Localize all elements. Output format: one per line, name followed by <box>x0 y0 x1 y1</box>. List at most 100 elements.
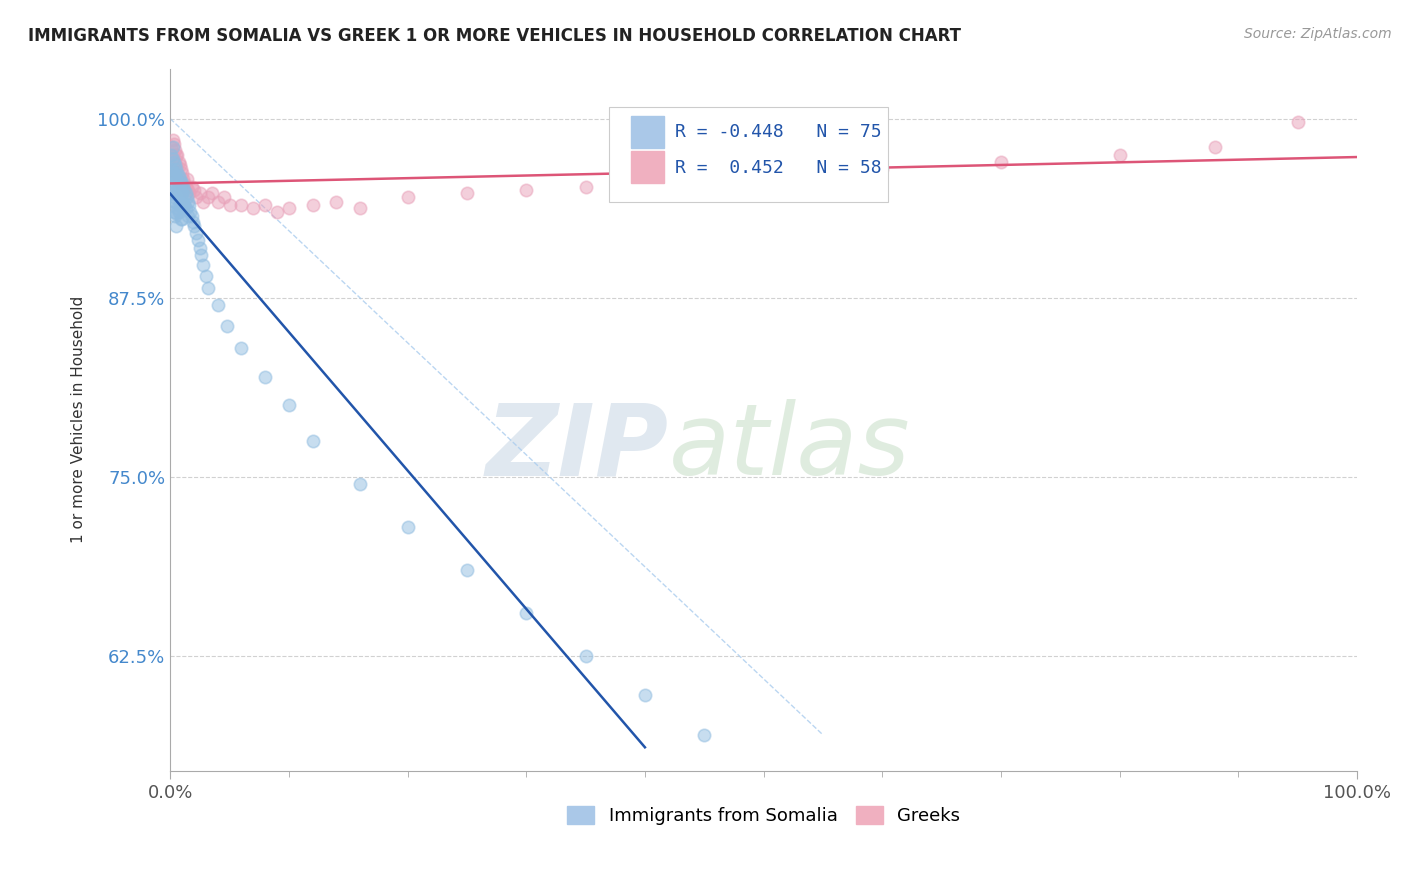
Point <box>231 341 253 355</box>
Point <box>160 140 183 154</box>
Point <box>163 143 186 157</box>
Point <box>990 154 1012 169</box>
Point <box>180 209 202 223</box>
Point <box>170 176 193 190</box>
Point <box>254 197 277 211</box>
Point <box>231 197 253 211</box>
Point <box>166 166 188 180</box>
Point <box>194 269 217 284</box>
Point <box>163 169 186 183</box>
Point <box>163 176 186 190</box>
Point <box>169 176 191 190</box>
Point <box>162 147 184 161</box>
Point <box>693 172 716 186</box>
Point <box>172 197 194 211</box>
Point <box>167 154 190 169</box>
Point <box>515 183 537 197</box>
Point <box>172 194 194 209</box>
Point <box>170 186 193 201</box>
Legend: Immigrants from Somalia, Greeks: Immigrants from Somalia, Greeks <box>567 805 960 825</box>
Point <box>872 161 894 176</box>
Point <box>207 194 229 209</box>
Point <box>193 258 215 272</box>
Text: IMMIGRANTS FROM SOMALIA VS GREEK 1 OR MORE VEHICLES IN HOUSEHOLD CORRELATION CHA: IMMIGRANTS FROM SOMALIA VS GREEK 1 OR MO… <box>28 27 962 45</box>
Point <box>190 248 212 262</box>
Point <box>165 206 187 220</box>
Point <box>163 194 186 209</box>
Point <box>1204 140 1226 154</box>
Point <box>173 183 195 197</box>
Point <box>163 209 186 223</box>
Point <box>207 298 229 312</box>
Point <box>170 161 193 176</box>
Point <box>167 172 190 186</box>
Point <box>165 172 187 186</box>
Point <box>634 176 657 190</box>
Point <box>212 190 235 204</box>
Point <box>396 520 419 534</box>
Point <box>693 728 716 742</box>
Point <box>166 176 188 190</box>
Point <box>160 161 183 176</box>
Point <box>163 157 186 171</box>
Point <box>165 219 187 234</box>
Point <box>162 186 184 201</box>
Point <box>242 201 264 215</box>
Point <box>174 201 197 215</box>
Point <box>172 180 194 194</box>
Point <box>201 186 224 201</box>
Point <box>634 688 657 702</box>
Point <box>169 172 191 186</box>
Point <box>162 140 184 154</box>
Point <box>165 161 187 176</box>
Point <box>177 194 200 209</box>
Point <box>162 169 184 183</box>
Point <box>167 169 190 183</box>
Point <box>277 201 299 215</box>
Y-axis label: 1 or more Vehicles in Household: 1 or more Vehicles in Household <box>72 296 86 543</box>
Point <box>186 234 208 248</box>
Point <box>574 648 596 663</box>
Point <box>167 190 190 204</box>
Point <box>166 166 188 180</box>
Point <box>193 194 215 209</box>
Point <box>325 194 347 209</box>
Point <box>574 180 596 194</box>
Point <box>163 154 186 169</box>
Point <box>188 241 211 255</box>
Point <box>188 186 211 201</box>
Point <box>160 157 183 171</box>
Point <box>349 201 371 215</box>
Point <box>183 183 205 197</box>
Point <box>169 183 191 197</box>
Point <box>165 172 187 186</box>
Point <box>186 227 208 241</box>
Point <box>811 166 834 180</box>
Point <box>172 176 194 190</box>
Point <box>163 161 186 176</box>
Point <box>170 176 193 190</box>
Point <box>165 183 187 197</box>
Point <box>1108 147 1130 161</box>
Point <box>166 201 188 215</box>
Point <box>170 211 193 226</box>
Point <box>165 147 187 161</box>
Point <box>169 197 191 211</box>
Text: Source: ZipAtlas.com: Source: ZipAtlas.com <box>1244 27 1392 41</box>
Point <box>163 137 186 152</box>
FancyBboxPatch shape <box>609 107 889 202</box>
Point <box>163 154 186 169</box>
Point <box>172 211 194 226</box>
Point <box>163 166 186 180</box>
Point <box>180 180 202 194</box>
Point <box>301 434 323 449</box>
Point <box>197 281 219 295</box>
Point <box>277 398 299 412</box>
Point <box>752 169 775 183</box>
Point <box>166 186 188 201</box>
Point <box>170 197 193 211</box>
Point <box>162 133 184 147</box>
Point <box>163 204 186 219</box>
Point <box>163 180 186 194</box>
Point <box>177 183 200 197</box>
